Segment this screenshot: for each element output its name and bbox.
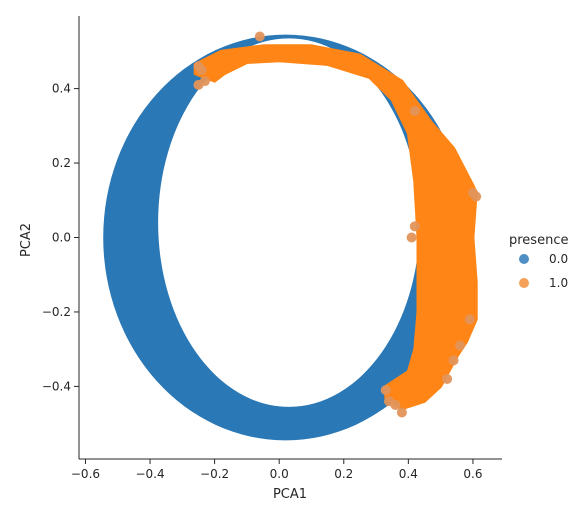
series-1-point-16 [455, 340, 466, 351]
y-tick-label-1: −0.2 [42, 305, 71, 319]
x-tick-label-2: −0.2 [200, 467, 229, 481]
y-axis-ticks: −0.4 −0.2 0.0 0.2 0.4 [42, 82, 79, 393]
x-tick-label-0: −0.6 [71, 467, 100, 481]
x-axis-ticks: −0.6 −0.4 −0.2 0.0 0.2 0.4 0.6 [71, 459, 482, 481]
series-1-point-14 [390, 400, 401, 411]
series-1-band [193, 44, 478, 411]
legend-label-0: 0.0 [549, 252, 568, 266]
x-tick-label-1: −0.4 [135, 467, 164, 481]
legend: presence 0.0 1.0 [509, 233, 568, 290]
series-1-point-1 [196, 64, 207, 75]
y-axis-label: PCA2 [19, 223, 34, 257]
y-tick-label-3: 0.2 [52, 156, 71, 170]
x-axis-label: PCA1 [273, 487, 307, 502]
y-tick-label-4: 0.4 [52, 82, 71, 96]
legend-marker-0 [519, 254, 529, 264]
legend-label-1: 1.0 [549, 276, 568, 290]
series-1-point-15 [396, 407, 407, 418]
series-1-point-3 [193, 79, 204, 90]
series-1-point-17 [464, 314, 475, 325]
x-tick-label-5: 0.4 [399, 467, 418, 481]
series-1-point-6 [406, 232, 417, 243]
series-1-point-10 [448, 355, 459, 366]
series-1-point-5 [409, 105, 420, 116]
series-1-point-12 [380, 385, 391, 396]
series-1-point-9 [471, 191, 482, 202]
series-1-point-4 [254, 31, 265, 42]
series-1-point-11 [442, 373, 453, 384]
y-tick-label-2: 0.0 [52, 231, 71, 245]
plot-area [103, 31, 482, 441]
y-tick-label-0: −0.4 [42, 379, 71, 393]
legend-marker-1 [519, 278, 529, 288]
x-tick-label-6: 0.6 [463, 467, 482, 481]
x-tick-label-3: 0.0 [270, 467, 289, 481]
x-tick-label-4: 0.2 [334, 467, 353, 481]
legend-title: presence [509, 233, 568, 248]
series-1-point-7 [409, 221, 420, 232]
